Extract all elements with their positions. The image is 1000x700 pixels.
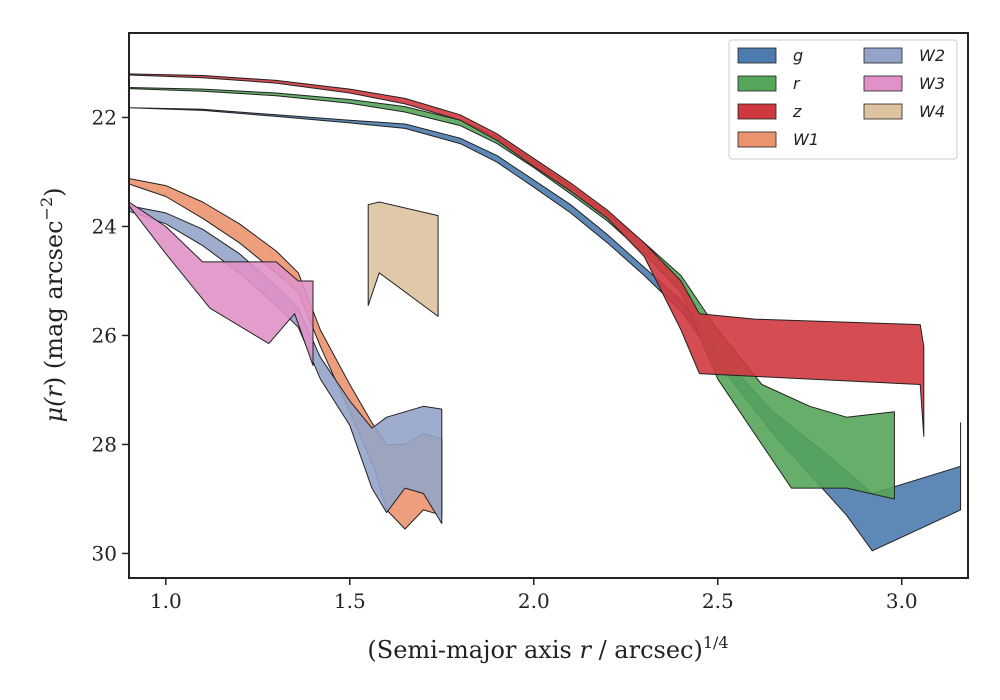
legend-label-w1: W1 <box>793 130 819 149</box>
x-axis-label: (Semi-major axis r / arcsec)1/4 <box>367 633 728 664</box>
legend-swatch-z <box>737 103 777 120</box>
legend-swatch-r <box>737 75 777 92</box>
y-axis: 22 24 26 28 30 <box>92 105 129 565</box>
band-g <box>128 107 962 552</box>
x-tick-label: 3.0 <box>886 589 918 613</box>
x-tick-label: 2.5 <box>702 589 734 613</box>
y-axis-label: μ(r) (mag arcsec−2) <box>37 187 68 422</box>
legend-label-w4: W4 <box>919 102 945 121</box>
legend-swatch-w1 <box>737 131 777 148</box>
y-tick-label: 26 <box>92 323 117 347</box>
legend-swatch-w2 <box>863 47 903 64</box>
y-tick-label: 30 <box>92 541 117 565</box>
legend-label-z: z <box>792 102 802 121</box>
legend-swatch-w4 <box>863 103 903 120</box>
legend-swatch-g <box>737 47 777 64</box>
x-tick-label: 1.0 <box>150 589 182 613</box>
x-axis: 1.0 1.5 2.0 2.5 3.0 <box>150 578 918 613</box>
y-tick-label: 28 <box>92 432 117 456</box>
series-fills <box>128 73 962 552</box>
legend-label-w2: W2 <box>919 46 945 65</box>
y-tick-label: 22 <box>92 105 117 129</box>
band-z <box>128 73 925 437</box>
legend-box <box>728 39 958 160</box>
legend-label-r: r <box>793 74 801 93</box>
legend-label-w3: W3 <box>919 74 945 93</box>
band-w4 <box>367 201 439 317</box>
x-tick-label: 2.0 <box>518 589 550 613</box>
legend-label-g: g <box>793 46 803 65</box>
x-tick-label: 1.5 <box>334 589 366 613</box>
band-w3 <box>128 201 314 366</box>
legend: grz W1 W2 W3 W4 <box>728 39 958 160</box>
legend-swatch-w3 <box>863 75 903 92</box>
y-tick-label: 24 <box>92 214 117 238</box>
plot-frame <box>128 32 969 579</box>
